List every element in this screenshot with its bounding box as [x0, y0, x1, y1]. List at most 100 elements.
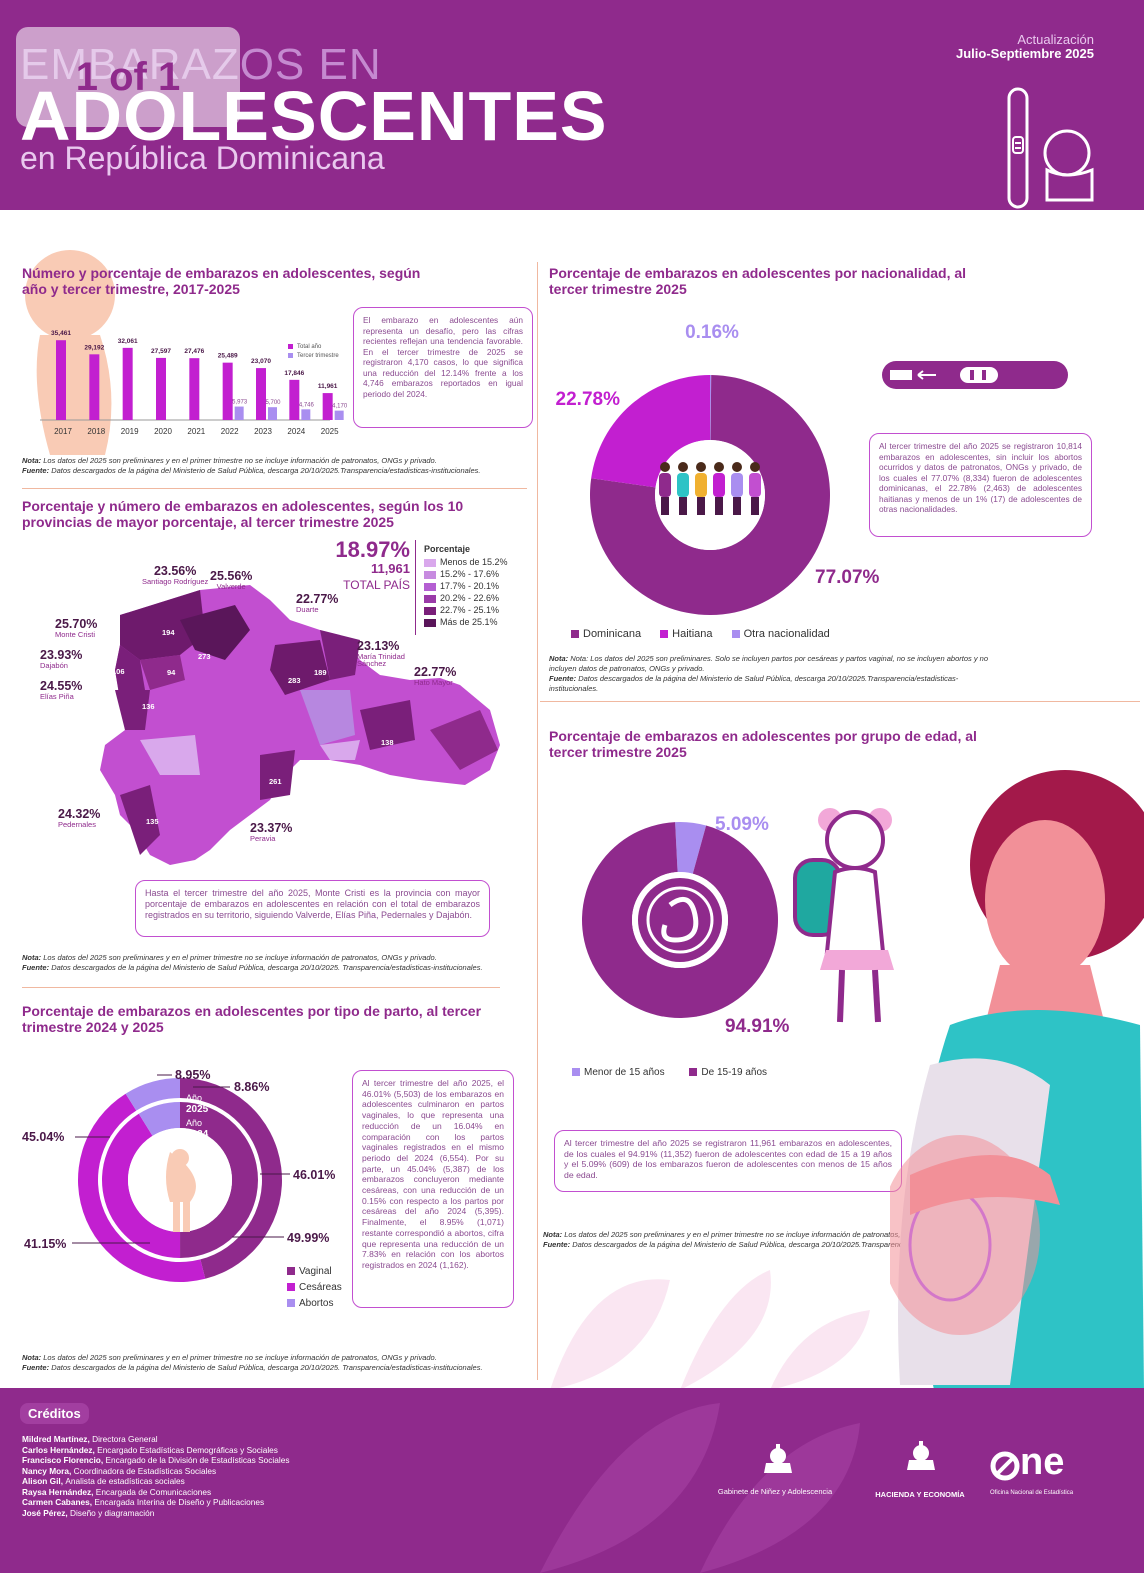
bar-total-label: 29,192: [84, 344, 104, 351]
bar-legend: Total año Tercer trimestre: [288, 344, 339, 359]
credit-role: Encargado Estadísticas Demográficas y So…: [97, 1444, 278, 1455]
age-legend: Menor de 15 años De 15-19 años: [572, 1067, 767, 1078]
legend-haitiana: Haitiana: [672, 628, 713, 640]
donut-slice: [77, 1093, 206, 1282]
bar-total: [122, 347, 133, 420]
logo-hacienda: HACIENDA Y ECONOMÍA: [875, 1490, 965, 1499]
credit-name: Francisco Florencio,: [22, 1455, 106, 1465]
legend-cesareas: Cesáreas: [299, 1282, 342, 1293]
person-legs-icon: [715, 497, 723, 515]
province-pct: 24.55%: [40, 679, 83, 693]
province-pct: 22.77%: [296, 592, 339, 606]
bar-total: [156, 357, 166, 420]
bar-total: [189, 358, 200, 420]
bar-trimestre-label: 5,973: [232, 400, 248, 406]
divider: [415, 540, 416, 635]
credit-name: Raysa Hernández,: [22, 1486, 96, 1497]
divider: [22, 987, 500, 988]
legend-swatch: [424, 558, 436, 567]
credit-item: Raysa Hernández, Encargada de Comunicaci…: [22, 1487, 289, 1498]
map-legend-item: 17.7% - 20.1%: [424, 581, 508, 591]
map-labels: 23.56% Santiago Rodríguez 25.56% Valverde 22…: [0, 0, 540, 900]
credit-item: Francisco Florencio, Encargado de la Div…: [22, 1455, 289, 1466]
person-head-icon: [732, 462, 742, 472]
person-body-icon: [713, 473, 725, 497]
fetus-ring-icon: [646, 886, 714, 954]
total-label: TOTAL PAÍS: [343, 578, 410, 592]
bar-trimestre: [234, 406, 244, 420]
donut-hole: [655, 440, 765, 550]
section5-title: Porcentaje de embarazos en adolescentes …: [549, 728, 977, 760]
map-legend-item: 20.2% - 22.6%: [424, 593, 508, 603]
section2-textbox: Hasta el tercer trimestre del año 2025, …: [135, 880, 490, 937]
person-body-icon: [677, 473, 689, 497]
bar-legend-trimestre: Tercer trimestre: [297, 353, 339, 360]
person-body-icon: [659, 473, 671, 497]
year-inner: 2024: [186, 1129, 209, 1140]
credit-item: Mildred Martínez, Directora General: [22, 1434, 289, 1445]
divider: [537, 262, 538, 1380]
footer-plant-decoration: [540, 1403, 860, 1573]
x-tick-label: 2017: [54, 427, 72, 436]
title-line-3: en República Dominicana: [20, 140, 385, 176]
section2-title: Porcentaje y número de embarazos en adol…: [22, 498, 464, 530]
pct-menor-15: 5.09%: [715, 814, 769, 835]
one-logo-text: ne: [1020, 1441, 1065, 1483]
legend-dominicana: Dominicana: [583, 628, 642, 640]
hacienda-logo-icon: [907, 1441, 935, 1470]
person-head-icon: [714, 462, 724, 472]
bar-total-label: 23,070: [251, 358, 271, 365]
credit-item: Carlos Hernández, Encargado Estadísticas…: [22, 1445, 289, 1456]
person-body-icon: [695, 473, 707, 497]
province-label: 22.77% Hato Mayor: [414, 666, 456, 686]
legend-label: Menos de 15.2%: [440, 557, 508, 567]
province-count: 261: [269, 777, 282, 786]
person-legs-icon: [661, 497, 669, 515]
legend-menor-15: Menor de 15 años: [584, 1067, 665, 1078]
credit-item: Nancy Mora, Coordinadora de Estadísticas…: [22, 1466, 289, 1477]
total-pct: 18.97%: [335, 537, 410, 562]
section4-textbox: Al tercer trimestre del año 2025 se regi…: [869, 433, 1092, 537]
logo-one-text: Oficina Nacional de Estadística: [990, 1490, 1074, 1496]
credit-role: Encargada Interina de Diseño y Publicaci…: [94, 1497, 265, 1507]
province-pct: 23.93%: [40, 648, 83, 662]
province-count: 94: [167, 668, 176, 677]
x-tick-label: 2025: [321, 427, 339, 436]
bar-total: [256, 368, 266, 420]
province-label: 23.93% Dajabón: [40, 649, 82, 669]
province-pct: 23.37%: [250, 821, 293, 835]
bar-total-label: 35,461: [51, 330, 71, 337]
person-body-icon: [731, 473, 743, 497]
province-name: Elías Piña: [40, 691, 74, 701]
parto-pct-label: 41.15%: [24, 1237, 66, 1251]
legend-label: 15.2% - 17.6%: [440, 569, 500, 579]
bar-total-label: 27,597: [151, 348, 171, 355]
legend-label: 17.7% - 20.1%: [440, 581, 500, 591]
province-label: 24.32% Pedernales: [58, 808, 100, 828]
map-legend-item: Menos de 15.2%: [424, 557, 508, 567]
bar-trimestre: [268, 407, 277, 420]
year-outer: 2025: [186, 1104, 209, 1115]
bar-trimestre: [334, 410, 344, 420]
bar-trimestre-label: 4,746: [299, 402, 315, 408]
section2-note: Nota: Los datos del 2025 son preliminare…: [22, 953, 483, 972]
pregnant-woman-illustration: [890, 770, 1144, 1390]
province-name: María Trinidad Sánchez: [357, 651, 405, 668]
legend-otra: Otra nacionalidad: [743, 628, 830, 640]
section5-textbox: Al tercer trimestre del año 2025 se regi…: [554, 1130, 902, 1192]
one-logo-mark-icon: [990, 1451, 1020, 1481]
legend-swatch: [424, 594, 436, 603]
province-name: Monte Cristi: [55, 629, 96, 639]
province-pct: 22.77%: [414, 665, 457, 679]
year-label: Año: [186, 1093, 202, 1103]
legend-label: 20.2% - 22.6%: [440, 593, 500, 603]
map-legend-item: Más de 25.1%: [424, 617, 508, 627]
fetus-bg-icon: [638, 878, 722, 962]
bar-total-label: 25,489: [218, 353, 238, 360]
pregnant-body-icon: [166, 1152, 196, 1202]
bar-trimestre: [301, 409, 311, 420]
bar-trimestre-label: 5,700: [265, 400, 281, 406]
donut-slice: [102, 1113, 181, 1258]
map-legend-item: 22.7% - 25.1%: [424, 605, 508, 615]
